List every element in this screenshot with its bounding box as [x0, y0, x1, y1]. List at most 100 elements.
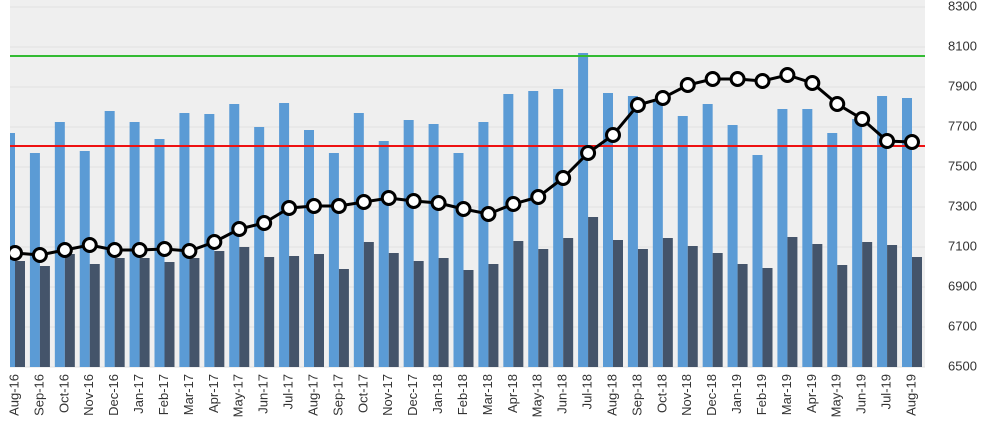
marker	[706, 73, 719, 86]
x-tick-label: Feb-17	[156, 374, 171, 415]
x-tick-label: Jun-18	[555, 374, 570, 414]
x-tick-label: Apr-19	[804, 374, 819, 413]
y-tick-label: 8300	[948, 0, 977, 13]
bar	[404, 120, 414, 367]
bar	[488, 264, 498, 367]
x-tick-label: Nov-16	[81, 374, 96, 416]
bar	[40, 266, 50, 367]
bar	[513, 241, 523, 367]
marker	[881, 135, 894, 148]
marker	[183, 245, 196, 258]
marker	[656, 92, 669, 105]
marker	[906, 136, 919, 149]
marker	[856, 113, 869, 126]
bar	[503, 94, 513, 367]
bar	[588, 217, 598, 367]
marker	[432, 197, 445, 210]
marker	[58, 244, 71, 257]
x-tick-label: Aug-18	[604, 374, 619, 416]
marker	[357, 196, 370, 209]
y-tick-label: 7700	[948, 118, 977, 133]
bar	[688, 246, 698, 367]
marker	[83, 239, 96, 252]
bar	[827, 133, 837, 367]
x-tick-label: Feb-18	[455, 374, 470, 415]
bar	[578, 53, 588, 367]
bar	[254, 127, 264, 367]
bar	[802, 109, 812, 367]
bar	[638, 249, 648, 367]
y-tick-label: 7100	[948, 238, 977, 253]
marker	[681, 79, 694, 92]
bar	[179, 113, 189, 367]
bar	[189, 258, 199, 367]
x-tick-label: May-18	[530, 374, 545, 417]
x-tick-label: Nov-17	[380, 374, 395, 416]
marker	[731, 73, 744, 86]
x-tick-label: Jun-17	[256, 374, 271, 414]
bar	[753, 155, 763, 367]
bar	[379, 141, 389, 367]
bar	[478, 122, 488, 367]
bar	[15, 261, 25, 367]
bar	[264, 257, 274, 367]
bar	[887, 245, 897, 367]
bar	[65, 254, 75, 367]
x-tick-label: Aug-17	[305, 374, 320, 416]
bar	[339, 269, 349, 367]
bar	[837, 265, 847, 367]
bar	[553, 89, 563, 367]
bar	[862, 242, 872, 367]
bar	[364, 242, 374, 367]
chart: 6500670069007100730075007700790081008300…	[0, 0, 996, 428]
marker	[507, 198, 520, 211]
marker	[308, 200, 321, 213]
marker	[133, 244, 146, 257]
bar	[439, 258, 449, 367]
marker	[9, 247, 22, 260]
marker	[582, 147, 595, 160]
x-tick-label: Jan-18	[430, 374, 445, 414]
marker	[781, 69, 794, 82]
x-tick-label: Jul-19	[879, 374, 894, 409]
bar	[214, 251, 224, 367]
y-tick-label: 7500	[948, 158, 977, 173]
bar	[289, 256, 299, 367]
x-tick-label: Mar-19	[779, 374, 794, 415]
x-tick-label: Dec-18	[704, 374, 719, 416]
x-tick-label: Sep-16	[31, 374, 46, 416]
x-tick-label: Apr-18	[505, 374, 520, 413]
bar	[429, 124, 439, 367]
bar	[787, 237, 797, 367]
marker	[158, 243, 171, 256]
marker	[607, 129, 620, 142]
marker	[208, 236, 221, 249]
bar	[414, 261, 424, 367]
x-tick-label: Mar-17	[181, 374, 196, 415]
x-tick-label: Sep-18	[629, 374, 644, 416]
bar	[703, 104, 713, 367]
bar	[728, 125, 738, 367]
x-tick-label: May-19	[829, 374, 844, 417]
bar	[354, 113, 364, 367]
bar	[165, 262, 175, 367]
x-tick-label: Aug-16	[6, 374, 21, 416]
bar	[140, 258, 150, 367]
y-tick-label: 6900	[948, 278, 977, 293]
marker	[382, 192, 395, 205]
x-tick-label: Jul-18	[580, 374, 595, 409]
y-tick-label: 7300	[948, 198, 977, 213]
bar	[389, 253, 399, 367]
marker	[831, 98, 844, 111]
bar	[812, 244, 822, 367]
bar	[738, 264, 748, 367]
marker	[806, 77, 819, 90]
bar	[563, 238, 573, 367]
marker	[631, 99, 644, 112]
marker	[557, 172, 570, 185]
bar	[239, 247, 249, 367]
bar	[663, 238, 673, 367]
bar	[105, 111, 115, 367]
bar	[912, 257, 922, 367]
bar	[454, 153, 464, 367]
